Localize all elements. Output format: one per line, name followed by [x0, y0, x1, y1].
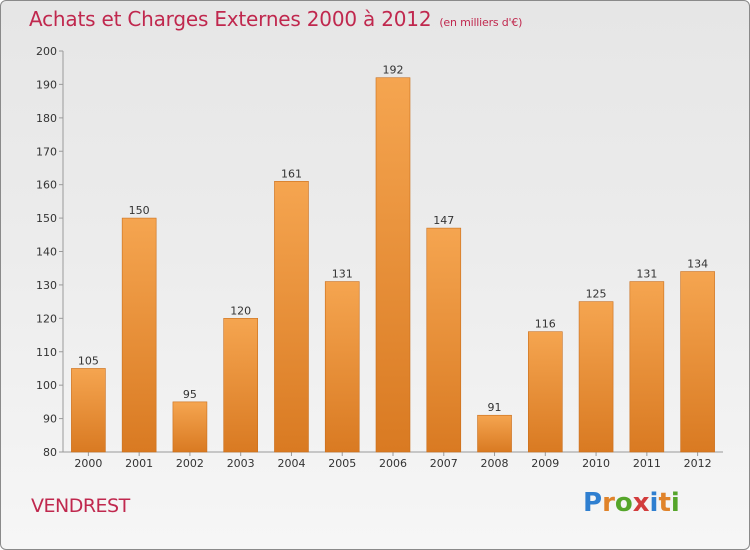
y-tick-label: 170: [36, 145, 57, 158]
bar-2009: [528, 331, 563, 453]
bar-2002: [172, 401, 208, 453]
bar-2000: [71, 368, 106, 453]
y-tick-label: 180: [36, 112, 57, 125]
y-tick-label: 90: [43, 413, 57, 426]
chart-title: Achats et Charges Externes 2000 à 2012 (e…: [29, 7, 522, 31]
bar-2011: [629, 281, 665, 453]
y-tick-label: 140: [36, 246, 57, 259]
y-tick-label: 200: [36, 45, 57, 58]
y-tick-label: 190: [36, 78, 57, 91]
bar-2006: [375, 77, 411, 453]
x-tick-label: 2009: [531, 457, 559, 470]
bar-2007: [426, 227, 462, 453]
bar-2003: [223, 318, 258, 453]
x-tick-label: 2006: [379, 457, 407, 470]
data-label: 161: [281, 167, 302, 180]
bar-2005: [324, 281, 360, 453]
bar-2008: [477, 414, 512, 453]
y-tick-label: 160: [36, 179, 57, 192]
data-label: 120: [230, 304, 251, 317]
x-tick-label: 2007: [430, 457, 458, 470]
x-tick-label: 2012: [684, 457, 712, 470]
x-tick-label: 2011: [633, 457, 661, 470]
y-tick-label: 150: [36, 212, 57, 225]
proxiti-logo: Proxiti: [583, 488, 680, 518]
x-tick-label: 2002: [176, 457, 204, 470]
chart-title-text: Achats et Charges Externes 2000 à 2012: [29, 7, 432, 31]
x-tick-label: 2000: [74, 457, 102, 470]
data-label: 125: [586, 288, 607, 301]
bar-2001: [121, 217, 157, 453]
data-label: 147: [433, 214, 454, 227]
x-tick-label: 2005: [328, 457, 356, 470]
bar-2012: [680, 271, 715, 453]
y-tick-label: 130: [36, 279, 57, 292]
data-label: 116: [535, 318, 556, 331]
logo-letter: i: [670, 488, 680, 518]
logo-letter: r: [602, 488, 615, 518]
x-tick-label: 2001: [125, 457, 153, 470]
chart-unit: (en milliers d'€): [439, 16, 523, 29]
data-label: 95: [183, 388, 197, 401]
bar-2010: [578, 301, 614, 453]
x-tick-label: 2003: [227, 457, 255, 470]
data-label: 134: [687, 258, 708, 271]
data-label: 91: [488, 401, 502, 414]
x-tick-label: 2008: [481, 457, 509, 470]
bar-2004: [274, 181, 309, 453]
commune-name: VENDREST: [31, 495, 130, 517]
y-tick-label: 100: [36, 379, 57, 392]
x-tick-label: 2004: [277, 457, 305, 470]
logo-letter: t: [658, 488, 671, 518]
logo-letter: o: [614, 488, 633, 518]
logo-letter: x: [632, 488, 650, 518]
data-label: 131: [332, 268, 353, 281]
y-tick-label: 120: [36, 312, 57, 325]
y-tick-label: 110: [36, 346, 57, 359]
data-label: 131: [636, 268, 657, 281]
logo-letter: i: [649, 488, 659, 518]
y-tick-label: 80: [43, 446, 57, 459]
logo-letter: P: [583, 488, 603, 518]
x-tick-label: 2010: [582, 457, 610, 470]
data-label: 150: [129, 204, 150, 217]
data-label: 192: [383, 64, 404, 77]
data-label: 105: [78, 354, 99, 367]
